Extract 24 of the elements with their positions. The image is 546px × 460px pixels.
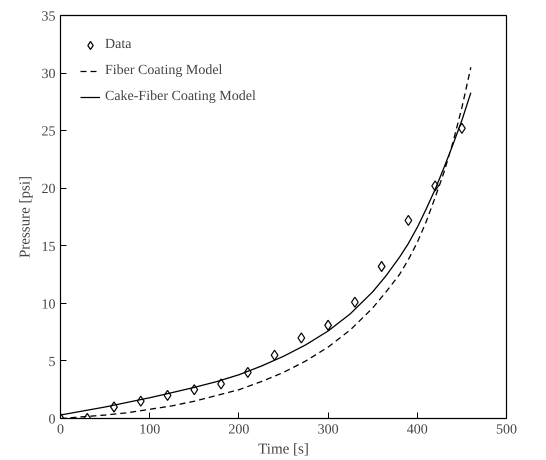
point — [378, 260, 386, 272]
y-tick-label: 35 — [42, 10, 56, 24]
y-tick-label: 0 — [48, 412, 56, 428]
point — [404, 214, 412, 226]
x-tick-label: 300 — [318, 422, 339, 438]
y-tick-label: 30 — [42, 67, 56, 82]
x-axis-title: Time [s] — [258, 442, 309, 458]
x-tick-label: 500 — [496, 422, 517, 438]
point — [350, 296, 359, 308]
y-axis-title: Pressure [psi] — [18, 176, 34, 258]
y-tick-label: 20 — [42, 182, 56, 198]
legend-label: Fiber Coating Model — [105, 63, 222, 79]
x-tick-label: 200 — [228, 422, 250, 438]
point — [324, 320, 332, 331]
y-tick-label: 5 — [48, 354, 56, 370]
x-tick-label: 100 — [139, 422, 160, 438]
legend-label: Cake-Fiber Coating Model — [105, 89, 256, 105]
y-tick-label: 25 — [42, 124, 56, 140]
legend-label: Data — [105, 37, 132, 53]
y-tick-label: 10 — [42, 297, 56, 312]
point — [297, 332, 306, 344]
y-tick-label: 15 — [42, 240, 56, 255]
x-tick-label: 400 — [406, 422, 428, 438]
point — [270, 350, 279, 361]
